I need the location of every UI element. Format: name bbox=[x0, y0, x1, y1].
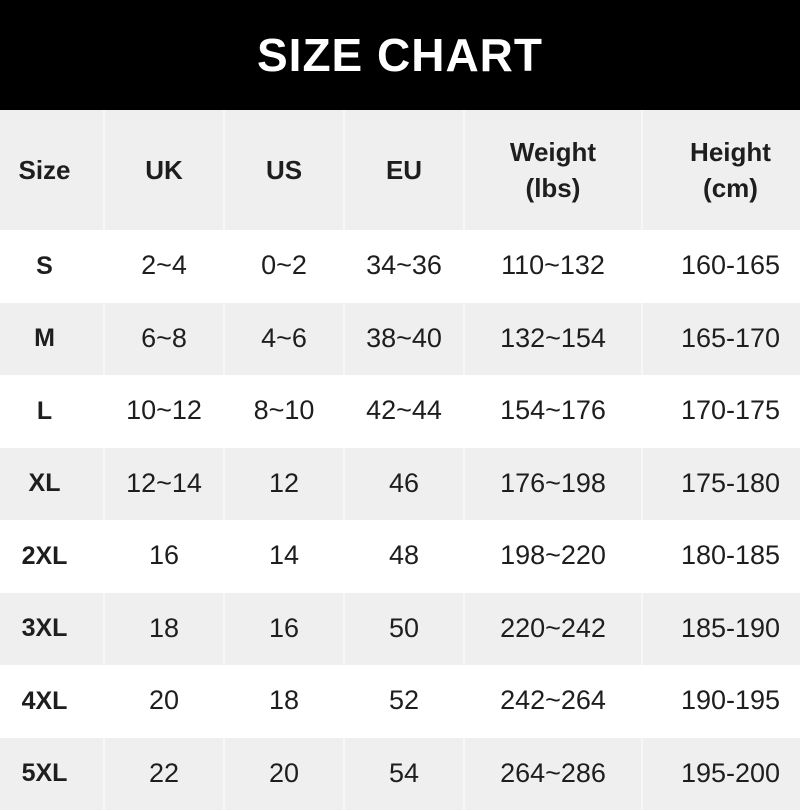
size-label: 4XL bbox=[0, 665, 105, 738]
size-label: XL bbox=[0, 448, 105, 521]
table-cell: 0~2 bbox=[225, 230, 345, 303]
table-cell: 18 bbox=[225, 665, 345, 738]
table-cell: 8~10 bbox=[225, 375, 345, 448]
size-label: 3XL bbox=[0, 593, 105, 666]
table-cell: 10~12 bbox=[105, 375, 225, 448]
table-cell: 190-195 bbox=[643, 665, 800, 738]
size-label: S bbox=[0, 230, 105, 303]
table-cell: 154~176 bbox=[465, 375, 643, 448]
table-cell: 6~8 bbox=[105, 303, 225, 376]
chart-title: SIZE CHART bbox=[0, 0, 800, 110]
table-cell: 242~264 bbox=[465, 665, 643, 738]
table-cell: 48 bbox=[345, 520, 465, 593]
table-cell: 18 bbox=[105, 593, 225, 666]
table-cell: 170-175 bbox=[643, 375, 800, 448]
table-cell: 42~44 bbox=[345, 375, 465, 448]
table-cell: 34~36 bbox=[345, 230, 465, 303]
table-cell: 46 bbox=[345, 448, 465, 521]
table-cell: 38~40 bbox=[345, 303, 465, 376]
table-cell: 52 bbox=[345, 665, 465, 738]
size-label: 2XL bbox=[0, 520, 105, 593]
table-cell: 20 bbox=[105, 665, 225, 738]
column-header: Size bbox=[0, 110, 105, 230]
column-header: UK bbox=[105, 110, 225, 230]
column-header: Weight(lbs) bbox=[465, 110, 643, 230]
table-cell: 160-165 bbox=[643, 230, 800, 303]
table-cell: 220~242 bbox=[465, 593, 643, 666]
column-header: EU bbox=[345, 110, 465, 230]
size-label: L bbox=[0, 375, 105, 448]
table-cell: 4~6 bbox=[225, 303, 345, 376]
table-cell: 12 bbox=[225, 448, 345, 521]
table-cell: 50 bbox=[345, 593, 465, 666]
table-cell: 54 bbox=[345, 738, 465, 810]
table-cell: 20 bbox=[225, 738, 345, 810]
table-cell: 12~14 bbox=[105, 448, 225, 521]
table-cell: 180-185 bbox=[643, 520, 800, 593]
table-cell: 16 bbox=[105, 520, 225, 593]
table-cell: 132~154 bbox=[465, 303, 643, 376]
table-cell: 195-200 bbox=[643, 738, 800, 810]
table-cell: 198~220 bbox=[465, 520, 643, 593]
table-cell: 22 bbox=[105, 738, 225, 810]
table-cell: 185-190 bbox=[643, 593, 800, 666]
table-cell: 175-180 bbox=[643, 448, 800, 521]
table-cell: 14 bbox=[225, 520, 345, 593]
table-cell: 16 bbox=[225, 593, 345, 666]
column-header: US bbox=[225, 110, 345, 230]
size-label: M bbox=[0, 303, 105, 376]
table-cell: 110~132 bbox=[465, 230, 643, 303]
table-cell: 264~286 bbox=[465, 738, 643, 810]
column-header: Height(cm) bbox=[643, 110, 800, 230]
table-cell: 176~198 bbox=[465, 448, 643, 521]
size-label: 5XL bbox=[0, 738, 105, 810]
table-cell: 2~4 bbox=[105, 230, 225, 303]
table-cell: 165-170 bbox=[643, 303, 800, 376]
